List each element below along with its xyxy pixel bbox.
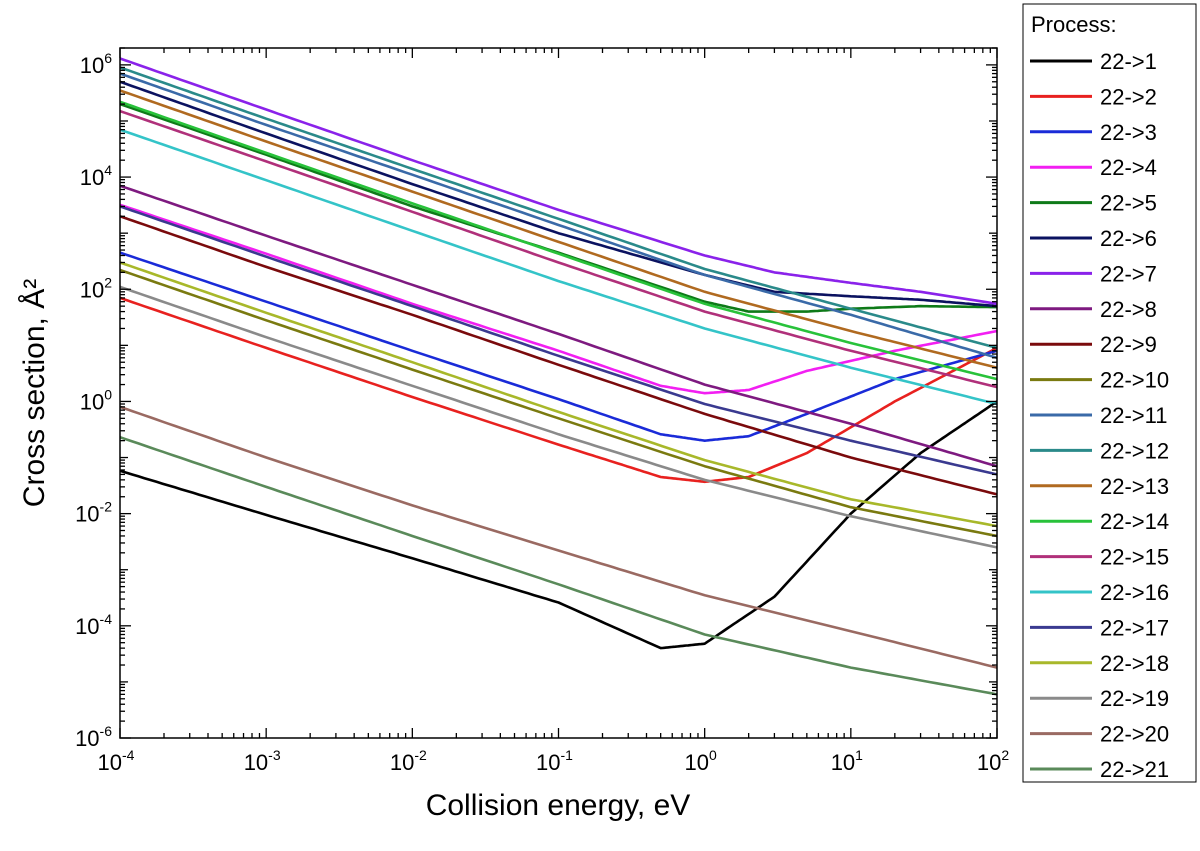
series-layer <box>120 57 997 696</box>
legend-label: 22->4 <box>1100 155 1157 180</box>
series-line-6 <box>120 80 997 308</box>
y-tick-label: 102 <box>80 274 112 302</box>
series-line-12 <box>120 66 997 350</box>
legend-label: 22->9 <box>1100 332 1157 357</box>
legend-label: 22->1 <box>1100 49 1157 74</box>
x-axis-ticks: 10-4 10-3 10-2 10-1 100 101 102 <box>98 48 1009 775</box>
series-line-5 <box>120 102 997 313</box>
y-tick-label: 106 <box>80 50 112 78</box>
legend-label: 22->14 <box>1100 509 1169 534</box>
legend-label: 22->19 <box>1100 686 1169 711</box>
series-line-10 <box>120 268 997 538</box>
series-line-1 <box>120 400 997 650</box>
legend-label: 22->11 <box>1100 403 1167 428</box>
legend-label: 22->5 <box>1100 191 1157 216</box>
legend-label: 22->13 <box>1100 474 1169 499</box>
series-line-8 <box>120 184 997 468</box>
legend-label: 22->21 <box>1100 757 1169 782</box>
series-line-3 <box>120 251 997 442</box>
series-line-21 <box>120 435 997 696</box>
legend-label: 22->7 <box>1100 261 1157 286</box>
legend-title: Process: <box>1031 12 1117 37</box>
y-tick-label: 10-6 <box>75 723 112 751</box>
x-axis-title: Collision energy, eV <box>426 789 691 822</box>
y-tick-label: 10-2 <box>75 499 112 527</box>
x-tick-label: 10-2 <box>390 747 427 775</box>
x-tick-label: 102 <box>977 747 1009 775</box>
legend-label: 22->10 <box>1100 368 1169 393</box>
x-tick-label: 10-4 <box>98 747 135 775</box>
series-line-7 <box>120 57 997 306</box>
series-line-14 <box>120 100 997 381</box>
legend-label: 22->20 <box>1100 722 1169 747</box>
series-line-16 <box>120 128 997 406</box>
series-line-11 <box>120 72 997 360</box>
legend-label: 22->12 <box>1100 438 1169 463</box>
series-line-2 <box>120 296 997 484</box>
series-line-17 <box>120 205 997 476</box>
legend-label: 22->16 <box>1100 580 1169 605</box>
x-tick-label: 100 <box>685 747 717 775</box>
series-line-9 <box>120 215 997 496</box>
legend: Process: 22->1 22->2 22->3 22->4 22->5 22->6 2… <box>1022 3 1197 783</box>
series-line-18 <box>120 261 997 528</box>
series-line-20 <box>120 405 997 669</box>
legend-label: 22->6 <box>1100 226 1157 251</box>
legend-label: 22->17 <box>1100 615 1169 640</box>
legend-box <box>1022 3 1197 783</box>
y-tick-label: 10-4 <box>75 611 112 639</box>
legend-label: 22->2 <box>1100 84 1157 109</box>
y-axis-ticks: 10-6 10-4 10-2 100 102 104 106 <box>75 47 997 751</box>
y-tick-label: 100 <box>80 386 112 414</box>
series-line-4 <box>120 203 997 395</box>
legend-label: 22->8 <box>1100 297 1157 322</box>
x-tick-label: 10-1 <box>536 747 573 775</box>
series-line-19 <box>120 285 997 549</box>
y-axis-title: Cross section, Å² <box>18 279 51 507</box>
y-tick-label: 104 <box>80 162 112 190</box>
series-line-15 <box>120 109 997 389</box>
legend-label: 22->18 <box>1100 651 1169 676</box>
x-tick-label: 101 <box>831 747 863 775</box>
series-line-13 <box>120 89 997 369</box>
x-tick-label: 10-3 <box>244 747 281 775</box>
legend-label: 22->15 <box>1100 545 1169 570</box>
legend-label: 22->3 <box>1100 120 1157 145</box>
